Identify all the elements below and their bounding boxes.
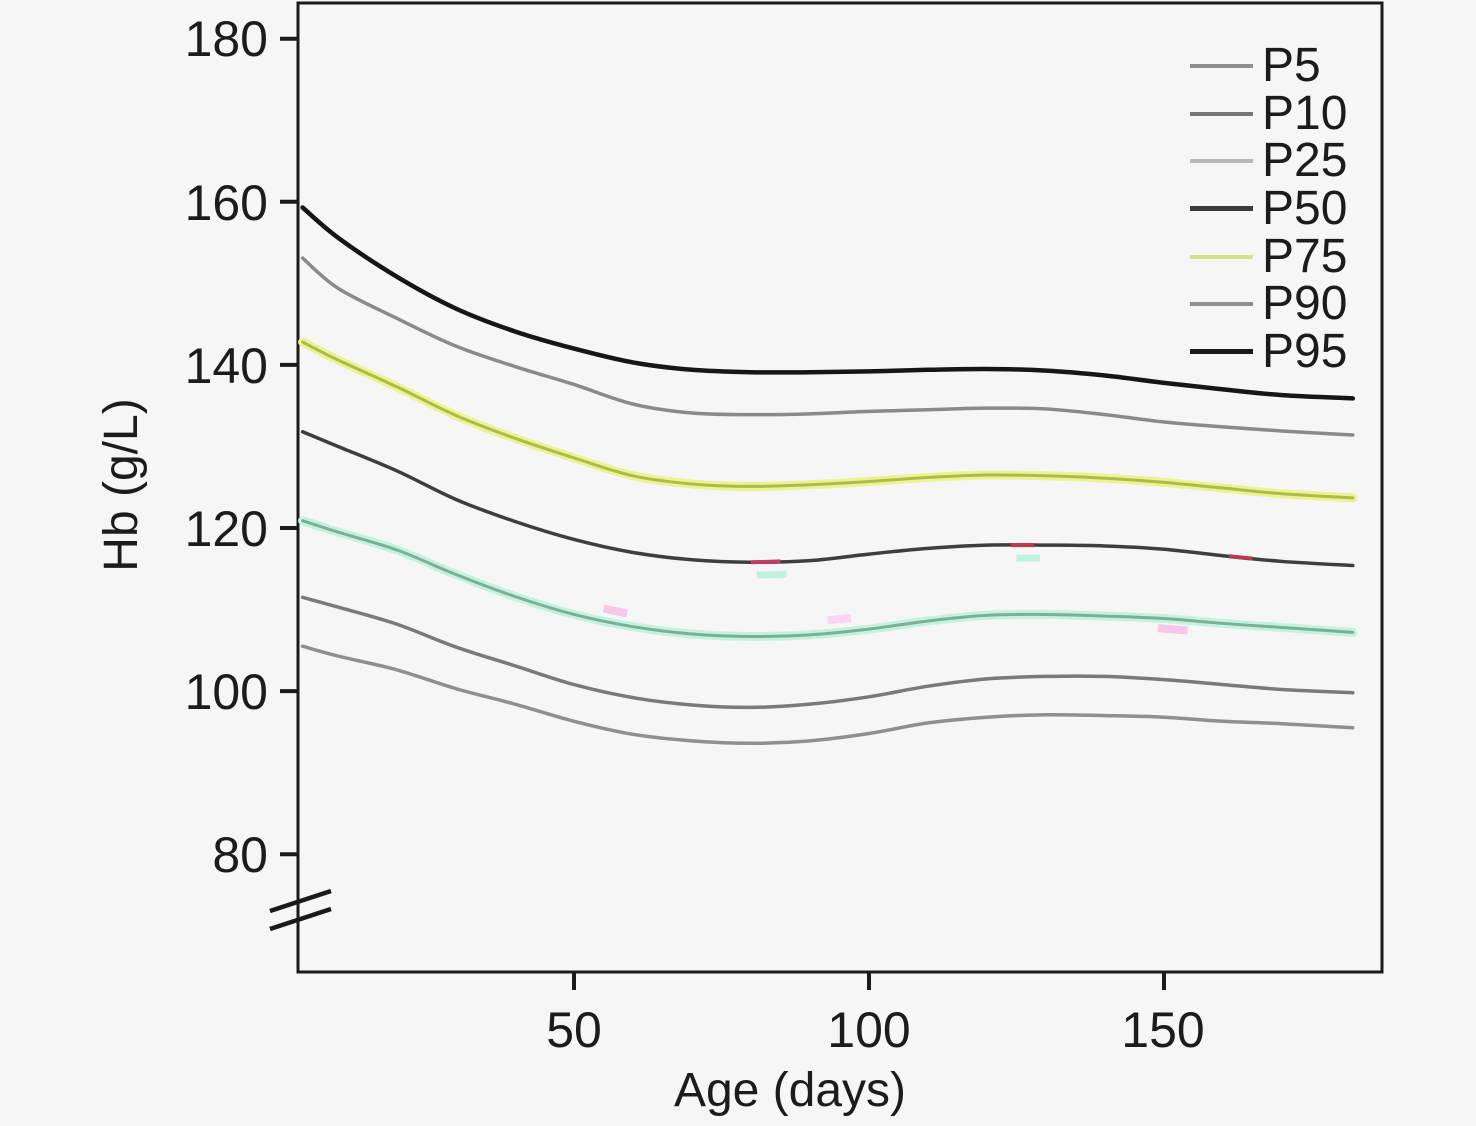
- curve-p25: [301, 519, 1355, 638]
- legend-label-p50: P50: [1262, 181, 1348, 235]
- plot-frame: [296, 1, 1384, 974]
- legend-item-p10: P10: [1190, 86, 1348, 140]
- artifact-dash: [1157, 624, 1188, 635]
- curve-p95: [300, 205, 1356, 401]
- y-tick-label-140: 140: [184, 338, 268, 394]
- legend-label-p5: P5: [1262, 38, 1321, 92]
- artifact-dash: [1228, 554, 1253, 561]
- legend-item-p95: P95: [1190, 324, 1348, 378]
- legend-line-swatch-p50: [1190, 206, 1253, 212]
- y-tick-label-160: 160: [184, 175, 268, 231]
- legend-item-p50: P50: [1190, 181, 1348, 235]
- legend-line-swatch-p5: [1190, 63, 1253, 68]
- curve-p10: [300, 595, 1355, 710]
- curve-p50: [300, 430, 1355, 568]
- artifact-dash: [602, 604, 628, 618]
- x-tick-label-50: 50: [546, 1002, 602, 1058]
- legend-item-p5: P5: [1190, 38, 1347, 92]
- x-axis-title: Age (days): [673, 1064, 907, 1117]
- y-tick-label-180: 180: [184, 11, 268, 67]
- axis-break-slash: [269, 888, 332, 914]
- y-axis-title: Hb (g/L): [95, 398, 148, 572]
- curve-p90: [300, 256, 1355, 437]
- x-tick-label-100: 100: [827, 1002, 911, 1058]
- legend-line-swatch-p75: [1190, 254, 1253, 259]
- legend-label-p75: P75: [1262, 229, 1348, 283]
- legend-line-swatch-p90: [1190, 302, 1253, 307]
- legend: P5 P10 P25 P50 P75 P90 P95: [1190, 38, 1348, 378]
- y-tick-label-120: 120: [184, 501, 268, 557]
- artifact-dash: [756, 570, 787, 579]
- legend-line-swatch-p95: [1190, 349, 1253, 355]
- axis-break-slash: [269, 906, 332, 932]
- legend-item-p25: P25: [1190, 137, 1347, 185]
- legend-item-p90: P90: [1190, 280, 1347, 328]
- legend-item-p75: P75: [1190, 229, 1348, 283]
- legend-line-swatch-p25: [1190, 159, 1253, 164]
- legend-label-p90: P90: [1262, 277, 1348, 331]
- curve-p5: [300, 644, 1355, 746]
- legend-line-swatch-p10: [1190, 111, 1253, 116]
- y-tick-label-100: 100: [184, 664, 268, 720]
- legend-label-p25: P25: [1262, 134, 1348, 188]
- artifact-dash: [827, 613, 852, 625]
- artifact-dash: [750, 559, 781, 565]
- x-tick-label-150: 150: [1121, 1002, 1205, 1058]
- legend-label-p10: P10: [1262, 86, 1348, 140]
- y-tick-label-80: 80: [212, 827, 268, 883]
- curve-p75: [301, 340, 1355, 500]
- legend-label-p95: P95: [1262, 324, 1348, 378]
